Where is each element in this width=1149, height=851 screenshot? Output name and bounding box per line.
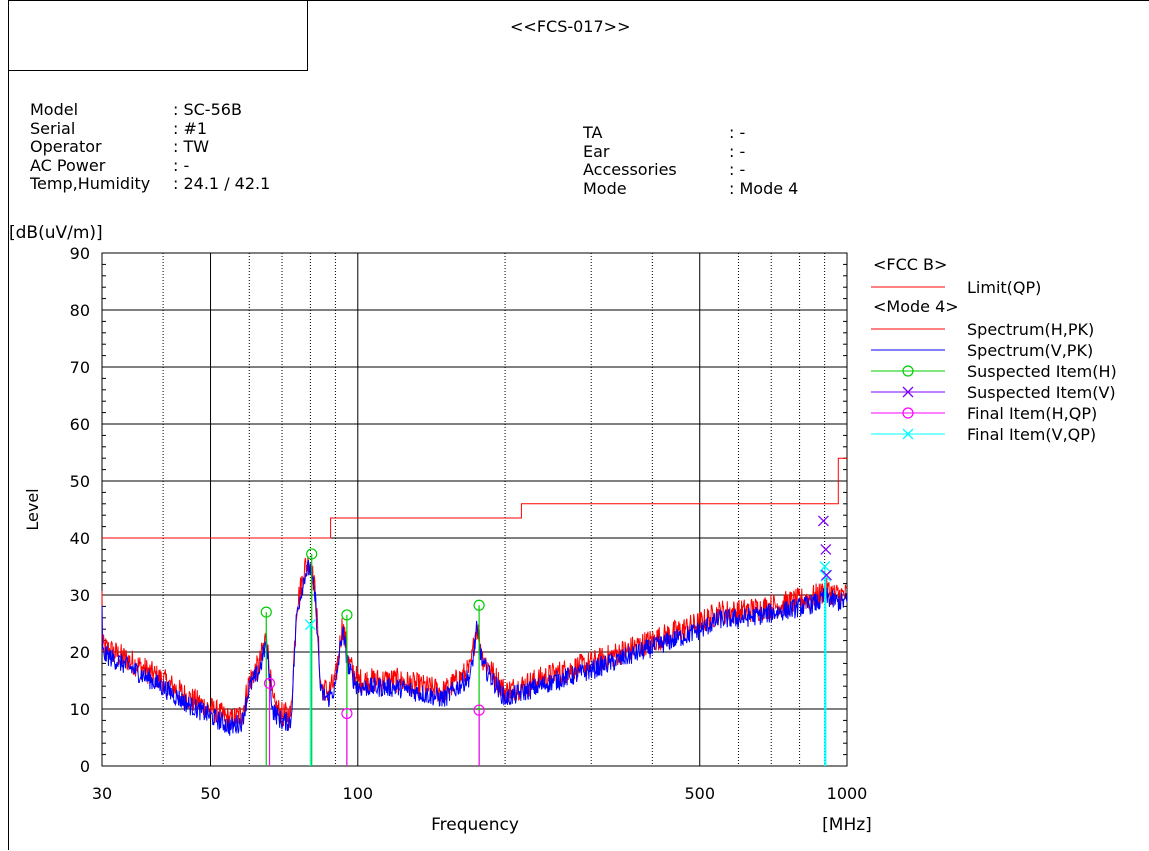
y-unit-label: [dB(uV/m)] [9,223,103,243]
legend-label-spectrum_v: Spectrum(V,PK) [967,341,1093,360]
y-tick-label: 80 [70,301,90,320]
legend-label-final_h: Final Item(H,QP) [967,404,1097,423]
y-tick-label: 30 [70,586,90,605]
y-tick-label: 60 [70,415,90,434]
x-tick-label: 1000 [827,784,868,803]
y-tick-label: 20 [70,643,90,662]
x-axis-title: Frequency [431,815,519,835]
x-unit-label: [MHz] [822,815,872,835]
y-tick-label: 70 [70,358,90,377]
legend-group-mode: <Mode 4> [873,297,959,316]
y-tick-label: 0 [80,757,90,776]
plot-area [102,253,847,766]
legend-label-suspected_h: Suspected Item(H) [967,362,1117,381]
x-tick-label: 30 [92,784,112,803]
legend-group-fcc: <FCC B> [873,255,947,274]
x-tick-label: 500 [684,784,715,803]
x-tick-label: 50 [200,784,220,803]
suspected-v-marker [821,544,831,554]
x-tick-label: 100 [343,784,374,803]
y-tick-label: 90 [70,244,90,263]
y-tick-label: 40 [70,529,90,548]
limit-line [102,458,847,538]
y-tick-label: 10 [70,700,90,719]
legend-label-limit: Limit(QP) [967,278,1041,297]
suspected-v-marker [818,516,828,526]
legend-label-spectrum_h: Spectrum(H,PK) [967,320,1094,339]
legend-label-suspected_v: Suspected Item(V) [967,383,1116,402]
legend-label-final_v: Final Item(V,QP) [967,425,1096,444]
y-axis-title: Level [23,488,42,530]
y-tick-label: 50 [70,472,90,491]
